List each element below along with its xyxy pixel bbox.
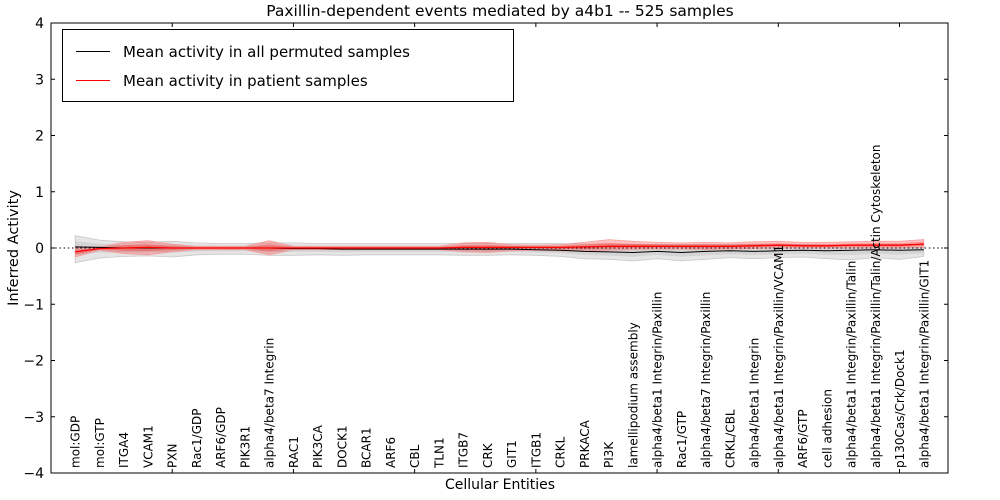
- y-tick-label: 3: [35, 72, 44, 88]
- x-category-label: Rac1/GDP: [190, 409, 204, 468]
- legend-line-patient-icon: [76, 80, 110, 81]
- x-category-label: PXN: [166, 444, 180, 468]
- x-category-label: BCAR1: [360, 427, 374, 468]
- x-category-label: PRKACA: [578, 419, 592, 468]
- x-category-label: CRKL: [554, 436, 568, 468]
- patient-mean-line: [75, 243, 924, 253]
- x-category-label: VCAM1: [142, 425, 156, 468]
- x-category-label: ITGA4: [117, 432, 131, 468]
- x-category-label: alpha4/beta1 Integrin/Paxillin/GIT1: [917, 260, 931, 468]
- x-category-label: p130Cas/Crk/Dock1: [893, 349, 907, 468]
- y-tick-label: 1: [35, 185, 44, 201]
- y-tick-label: −2: [23, 354, 44, 370]
- x-category-label: ITGB7: [457, 432, 471, 468]
- patient-band: [74, 239, 925, 258]
- x-category-label: CRK: [481, 442, 495, 468]
- x-category-label: PIK3R1: [238, 426, 252, 468]
- x-category-label: CBL: [408, 444, 422, 468]
- x-category-label: alpha4/beta1 Integrin: [748, 338, 762, 468]
- x-category-label: PIK3CA: [311, 424, 325, 468]
- legend-label-permuted: Mean activity in all permuted samples: [123, 42, 410, 61]
- legend-item-patient: Mean activity in patient samples: [63, 66, 513, 95]
- y-tick-label: 2: [35, 129, 44, 145]
- x-category-label: GIT1: [505, 440, 519, 468]
- x-category-label: ARF6/GTP: [796, 409, 810, 468]
- x-category-label: CRKL/CBL: [723, 409, 737, 468]
- y-tick-label: −3: [23, 410, 44, 426]
- patient-band-inner: [75, 241, 924, 255]
- x-category-label: RAC1: [287, 436, 301, 468]
- x-category-label: Rac1/GTP: [675, 411, 689, 468]
- y-tick-label: −4: [23, 466, 44, 482]
- legend-label-patient: Mean activity in patient samples: [123, 71, 368, 90]
- x-axis-label: Cellular Entities: [444, 477, 556, 493]
- legend-item-permuted: Mean activity in all permuted samples: [63, 37, 513, 66]
- x-category-label: ARF6/GDP: [214, 407, 228, 468]
- x-category-label: alpha4/beta1 Integrin/Paxillin/Talin: [845, 261, 859, 468]
- legend: Mean activity in all permuted samples Me…: [62, 29, 514, 102]
- x-category-label: cell adhesion: [820, 389, 834, 468]
- x-category-label: lamellipodium assembly: [626, 322, 640, 468]
- chart-title: Paxillin-dependent events mediated by a4…: [266, 2, 734, 20]
- x-category-label: ARF6: [384, 437, 398, 468]
- x-category-label: mol:GDP: [69, 416, 83, 468]
- x-category-label: DOCK1: [335, 425, 349, 468]
- y-tick-label: −1: [23, 297, 44, 313]
- x-category-label: ITGB1: [529, 432, 543, 468]
- x-category-label: mol:GTP: [93, 418, 107, 468]
- x-category-label: alpha4/beta1 Integrin/Paxillin: [651, 292, 665, 468]
- x-category-label: alpha4/beta1 Integrin/Paxillin/Talin/Act…: [869, 145, 883, 468]
- y-tick-label: 0: [35, 241, 44, 257]
- legend-line-permuted-icon: [76, 51, 110, 52]
- x-category-label: alpha4/beta1 Integrin/Paxillin/VCAM1: [772, 245, 786, 468]
- y-tick-label: 4: [35, 16, 44, 32]
- x-category-label: PI3K: [602, 441, 616, 468]
- x-category-label: alpha4/beta7 Integrin/Paxillin: [699, 292, 713, 468]
- x-category-label: TLN1: [432, 437, 446, 469]
- x-category-label: alpha4/beta7 Integrin: [263, 338, 277, 468]
